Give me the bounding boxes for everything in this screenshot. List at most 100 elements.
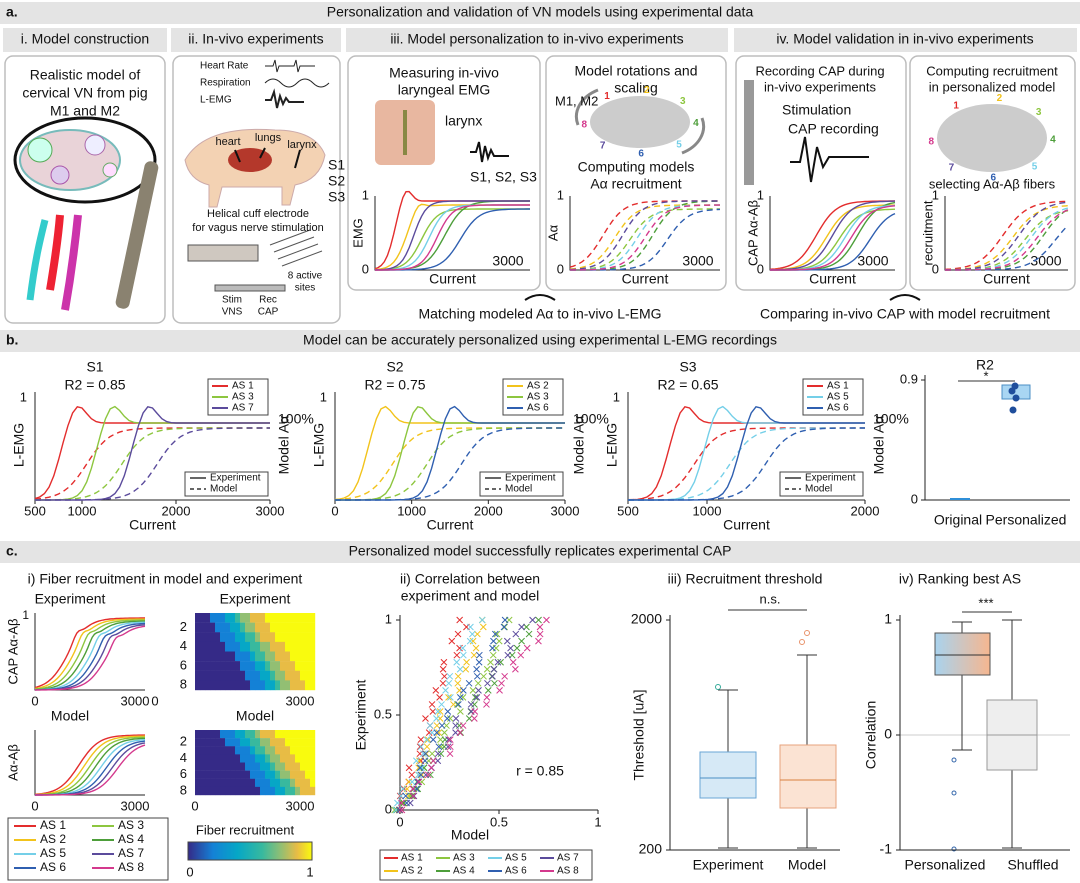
heat-cell — [235, 746, 241, 755]
label: Model — [788, 857, 826, 873]
nerve-model — [590, 96, 690, 148]
label: larynx — [445, 113, 482, 129]
scatter-x — [490, 637, 497, 645]
heat-cell — [275, 786, 281, 796]
label: S1 — [86, 359, 103, 375]
label: 0 — [186, 864, 193, 879]
scatter-x — [489, 672, 496, 680]
heat-cell — [260, 613, 266, 623]
heat-cell — [280, 754, 286, 763]
scatter-x — [446, 736, 454, 743]
label: CAP Aα-Aβ — [745, 200, 760, 266]
label: AS 3 — [118, 818, 144, 832]
scatter-x — [523, 623, 530, 631]
heat-cell — [275, 661, 281, 671]
heat-cell — [255, 770, 261, 779]
scatter-x — [429, 736, 437, 743]
label: r = 0.85 — [516, 763, 564, 779]
scatter-x — [423, 743, 431, 751]
label: Shuffled — [1007, 857, 1058, 873]
heat-cell — [235, 770, 241, 779]
scatter-x — [454, 679, 462, 687]
heat-cell — [250, 661, 256, 671]
heat-cell — [270, 738, 276, 747]
scatter-x — [423, 736, 431, 743]
heat-cell — [305, 651, 311, 662]
scatter-x — [468, 630, 476, 638]
heat-cell — [295, 770, 301, 779]
heat-cell — [205, 670, 211, 681]
heat-cell — [265, 746, 271, 755]
label: Personalized — [905, 857, 986, 873]
heat-cell — [295, 746, 301, 755]
scatter-x — [391, 806, 398, 814]
label: cervical VN from pig — [22, 85, 147, 101]
label: R2 = 0.75 — [364, 377, 425, 393]
heat-cell — [310, 786, 316, 796]
heat-cell — [260, 661, 266, 671]
label: Model Aα — [276, 416, 292, 475]
heat-cell — [220, 613, 226, 623]
fiber — [26, 219, 49, 301]
heat-cell — [280, 778, 286, 788]
heat-cell — [270, 746, 276, 755]
heat-cell — [250, 670, 256, 681]
heat-cell — [210, 632, 216, 643]
heat-cell — [200, 661, 206, 671]
label: Model — [51, 708, 89, 724]
curve — [34, 617, 145, 689]
heat-cell — [250, 770, 256, 779]
scatter-x — [462, 665, 470, 673]
label: AS 8 — [118, 860, 144, 874]
heat-cell — [265, 613, 271, 623]
label: AS 1 — [401, 853, 423, 864]
scatter-x — [446, 715, 454, 722]
scatter-x — [507, 644, 514, 652]
heat-cell — [285, 786, 291, 796]
label: 4 — [693, 118, 699, 129]
scatter-x — [444, 743, 452, 751]
label: Experiment — [505, 473, 556, 484]
heat-cell — [295, 778, 301, 788]
label: AS 8 — [557, 866, 579, 877]
heat-cell — [275, 680, 281, 691]
label: 6 — [180, 657, 187, 672]
heat-cell — [275, 622, 281, 633]
scatter-x — [453, 701, 461, 708]
label: 1 — [953, 100, 959, 111]
heat-cell — [215, 670, 221, 681]
label: iv. Model validation in in-vivo experime… — [776, 31, 1033, 47]
scatter-x — [491, 630, 499, 638]
scatter-x — [484, 679, 491, 687]
heat-cell — [250, 632, 256, 643]
curve — [769, 200, 895, 270]
label: i. Model construction — [21, 31, 149, 47]
label: 0 — [884, 726, 892, 742]
curve — [34, 620, 145, 691]
label: Correlation — [863, 701, 879, 769]
scatter-x — [422, 771, 430, 779]
scatter-x — [454, 630, 462, 638]
heat-cell — [265, 730, 271, 739]
scatter-x — [473, 694, 481, 701]
label: 500 — [24, 503, 46, 518]
scatter-x — [446, 750, 454, 758]
heat-cell — [270, 613, 276, 623]
heat-cell — [235, 622, 241, 633]
heat-cell — [225, 746, 231, 755]
label: AS 6 — [527, 403, 549, 414]
scatter-x — [536, 623, 544, 631]
heat-cell — [200, 622, 206, 633]
heat-cell — [305, 762, 311, 771]
boxplot-threshold — [699, 609, 837, 849]
heat-cell — [285, 670, 291, 681]
heat-cell — [250, 762, 256, 771]
label: 2000 — [474, 503, 503, 518]
label: CAP Aα-Aβ — [5, 618, 20, 684]
heat-cell — [240, 786, 246, 796]
scatter-x — [473, 665, 480, 673]
label: 1 — [557, 187, 564, 202]
heat-cell — [300, 670, 306, 681]
scatter-x — [429, 757, 437, 765]
label: 4 — [180, 638, 187, 653]
